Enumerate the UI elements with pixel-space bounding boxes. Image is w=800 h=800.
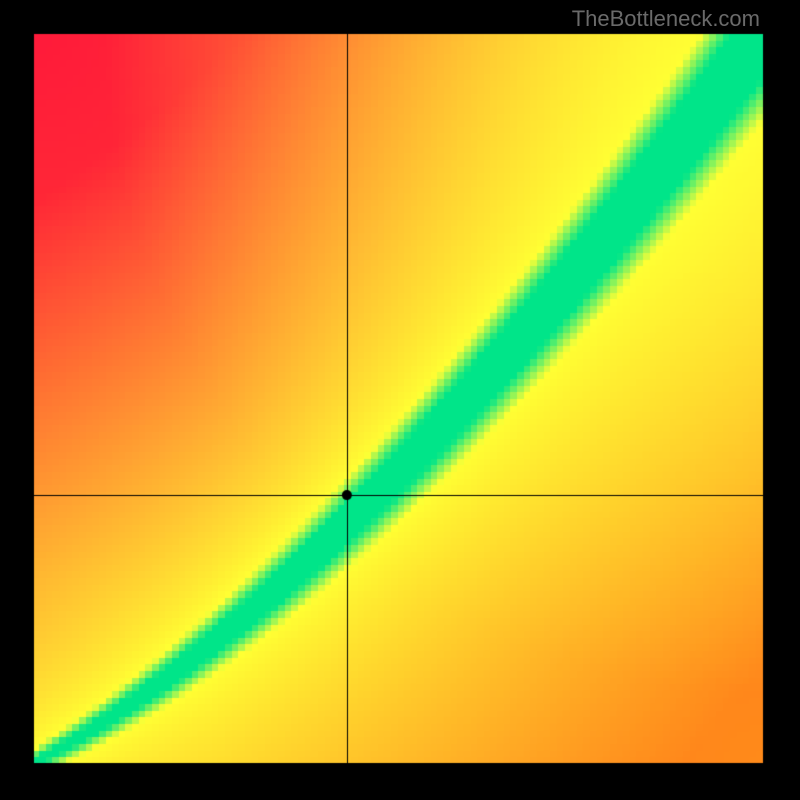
chart-container: { "canvas": { "width": 800, "height": 80…: [0, 0, 800, 800]
bottleneck-heatmap: [0, 0, 800, 800]
watermark-text: TheBottleneck.com: [572, 6, 760, 32]
